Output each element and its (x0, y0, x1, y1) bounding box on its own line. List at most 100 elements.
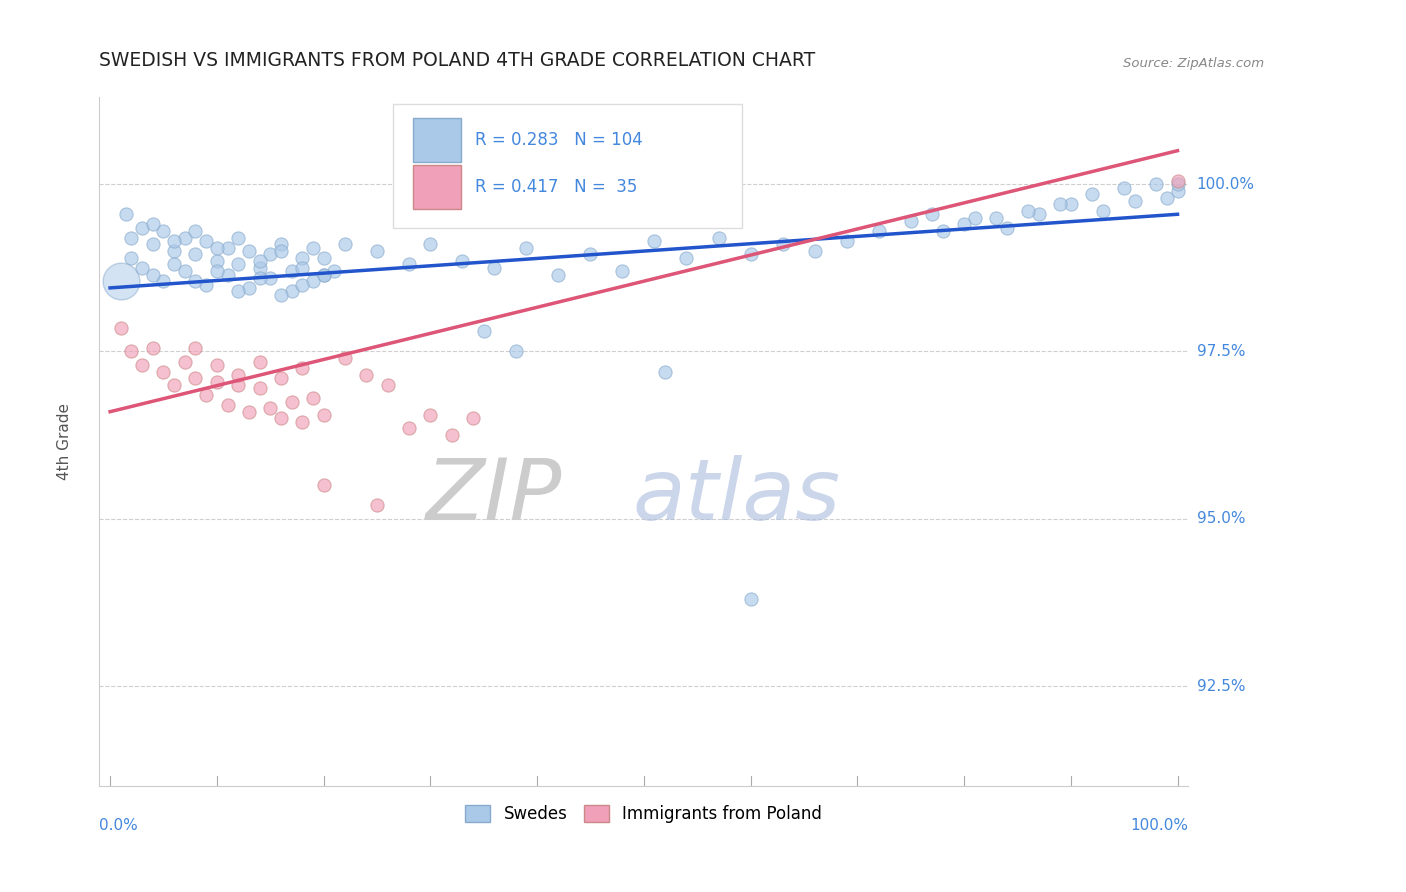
Point (654, 365, 676, 379)
Point (184, 371, 207, 385)
Point (249, 354, 271, 368)
Point (1114, 180, 1136, 194)
Text: 100.0%: 100.0% (1130, 817, 1188, 832)
Point (1144, 177, 1167, 191)
Point (505, 344, 527, 359)
Point (270, 411, 292, 425)
Point (1166, 184, 1188, 198)
Point (953, 217, 976, 231)
Point (280, 394, 302, 409)
Point (984, 211, 1007, 225)
Text: Source: ZipAtlas.com: Source: ZipAtlas.com (1123, 56, 1264, 70)
FancyBboxPatch shape (413, 118, 461, 162)
Text: R = 0.417   N =  35: R = 0.417 N = 35 (475, 178, 637, 196)
Point (173, 264, 195, 278)
Point (963, 211, 986, 225)
Point (270, 237, 292, 252)
Point (1166, 177, 1188, 191)
Point (356, 368, 378, 382)
Point (115, 207, 138, 221)
Point (152, 274, 174, 288)
Point (226, 257, 249, 271)
Point (238, 244, 260, 258)
Point (323, 264, 346, 278)
Point (398, 421, 420, 435)
Point (270, 371, 292, 385)
Point (259, 401, 281, 416)
Point (312, 408, 335, 422)
Point (120, 344, 142, 359)
Point (333, 351, 356, 366)
Point (226, 378, 249, 392)
Text: 100.0%: 100.0% (1197, 177, 1254, 192)
Point (142, 217, 165, 231)
Point (302, 241, 325, 255)
Point (152, 224, 174, 238)
Point (1123, 194, 1146, 208)
Point (217, 398, 239, 412)
Point (173, 354, 195, 368)
Text: 97.5%: 97.5% (1197, 344, 1246, 359)
Point (900, 214, 922, 228)
Point (173, 230, 195, 244)
Point (419, 237, 441, 252)
Point (184, 341, 207, 355)
Point (205, 375, 228, 389)
Point (142, 237, 165, 252)
Point (226, 230, 249, 244)
Point (461, 411, 484, 425)
Point (226, 285, 249, 299)
Point (1017, 203, 1039, 218)
Point (312, 268, 335, 282)
Point (131, 260, 153, 275)
Point (484, 260, 506, 275)
Point (302, 274, 325, 288)
Point (291, 277, 314, 292)
Point (612, 264, 634, 278)
Text: 95.0%: 95.0% (1197, 511, 1246, 526)
Point (259, 247, 281, 261)
FancyBboxPatch shape (394, 104, 742, 228)
Point (259, 270, 281, 285)
Point (249, 254, 271, 268)
Text: 0.0%: 0.0% (100, 817, 138, 832)
Legend: Swedes, Immigrants from Poland: Swedes, Immigrants from Poland (458, 798, 830, 830)
Point (1156, 190, 1178, 204)
Point (163, 234, 186, 248)
Point (740, 592, 762, 607)
Point (120, 251, 142, 265)
Text: ZIP: ZIP (426, 456, 562, 539)
Point (291, 361, 314, 376)
Point (312, 478, 335, 492)
Point (270, 244, 292, 258)
Point (772, 237, 794, 252)
Point (1166, 174, 1188, 188)
Point (195, 234, 218, 248)
Point (451, 254, 474, 268)
Point (921, 207, 943, 221)
Point (1049, 197, 1071, 211)
Point (280, 264, 302, 278)
Point (226, 368, 249, 382)
Point (195, 388, 218, 402)
Point (217, 241, 239, 255)
Point (152, 365, 174, 379)
Point (366, 499, 388, 513)
Point (333, 237, 356, 252)
Point (398, 257, 420, 271)
Text: 92.5%: 92.5% (1197, 679, 1246, 694)
Point (131, 220, 153, 235)
Point (184, 247, 207, 261)
Point (1028, 207, 1050, 221)
Point (547, 268, 569, 282)
Point (195, 277, 218, 292)
Point (249, 260, 271, 275)
Point (270, 287, 292, 301)
Point (835, 234, 858, 248)
Point (205, 358, 228, 372)
Point (163, 244, 186, 258)
Point (280, 285, 302, 299)
Point (163, 257, 186, 271)
Point (205, 241, 228, 255)
Point (1091, 203, 1114, 218)
